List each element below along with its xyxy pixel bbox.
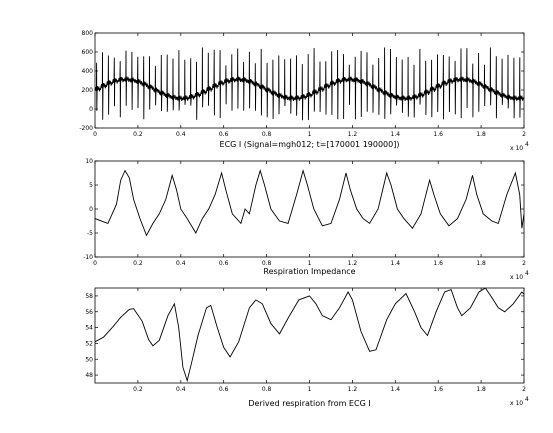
x-tick-label: 0.4 [176, 386, 186, 393]
y-tick-label: -10 [83, 254, 93, 261]
x-tick-label: 0.2 [133, 386, 143, 393]
y-tick-label: 50 [85, 356, 93, 363]
x-tick-label: 0.4 [176, 131, 186, 138]
plot-frame [94, 160, 525, 258]
x-tick-label: 1.2 [348, 131, 358, 138]
x-tick-label: 1.2 [348, 386, 358, 393]
y-tick-label: 400 [82, 68, 94, 75]
x-tick-label: 0 [93, 260, 97, 267]
series-line [95, 288, 524, 383]
x-axis-label: Respiration Impedance [263, 267, 355, 276]
x-tick-label: 1.6 [433, 131, 443, 138]
y-tick-label: 0 [89, 206, 93, 213]
x-tick-label: 1.8 [476, 131, 486, 138]
y-tick-label: 48 [85, 372, 93, 379]
x-tick-label: 0.2 [133, 260, 143, 267]
x-tick-label: 1.6 [433, 386, 443, 393]
x-tick-label: 1 [308, 131, 312, 138]
x-tick-label: 0.6 [219, 386, 229, 393]
x-tick-label: 1.2 [348, 260, 358, 267]
respiration-impedance-chart: 0 0.2 0.4 0.6 0.8 1 1.2 1.4 1.6 1.8 2 -10 -5 0 5 10 Resp… [83, 158, 529, 281]
x-tick-label: 1.6 [433, 260, 443, 267]
y-tick-label: -5 [87, 230, 93, 237]
x-tick-label: 0.8 [262, 131, 272, 138]
series-line [95, 168, 524, 237]
x-axis-multiplier-exponent: 4 [525, 270, 529, 277]
x-tick-label: 1.8 [476, 260, 486, 267]
x-tick-label: 0.4 [176, 260, 186, 267]
y-tick-label: 10 [85, 158, 93, 165]
x-tick-label: 0.2 [133, 131, 143, 138]
x-tick-label: 1.4 [391, 131, 401, 138]
x-tick-label: 1.8 [476, 386, 486, 393]
x-axis-multiplier-exponent: 4 [525, 396, 529, 403]
x-axis-multiplier: x 10 [510, 400, 523, 407]
x-tick-label: 0 [93, 131, 97, 138]
x-tick-label: 0.6 [219, 131, 229, 138]
x-tick-label: 1 [308, 386, 312, 393]
x-tick-label: 1.4 [391, 386, 401, 393]
y-tick-label: 5 [89, 182, 93, 189]
y-tick-label: 58 [85, 293, 93, 300]
x-axis-multiplier: x 10 [510, 274, 523, 281]
y-tick-label: 0 [89, 106, 93, 113]
x-tick-label: 1.4 [391, 260, 401, 267]
x-tick-label: 0.8 [262, 260, 272, 267]
x-tick-label: 2 [522, 260, 526, 267]
x-tick-label: 1 [308, 260, 312, 267]
x-axis-multiplier-exponent: 4 [525, 141, 529, 148]
y-tick-label: 200 [82, 87, 94, 94]
x-tick-label: 0.8 [262, 386, 272, 393]
x-axis-label: ECG I (Signal=mgh012; t=[170001 190000]) [220, 140, 400, 149]
y-tick-label: 54 [85, 325, 93, 332]
x-tick-label: 0.6 [219, 260, 229, 267]
y-tick-label: 52 [85, 340, 93, 347]
x-tick-label: 2 [522, 131, 526, 138]
series-line [95, 47, 524, 121]
y-tick-label: 56 [85, 309, 93, 316]
x-axis-multiplier: x 10 [510, 145, 523, 152]
derived-respiration-chart: 0.2 0.4 0.6 0.8 1 1.2 1.4 1.6 1.8 2 48 50 52 54 56 58 De… [85, 287, 529, 408]
x-tick-label: 2 [522, 386, 526, 393]
ecg-chart: 0 0.2 0.4 0.6 0.8 1 1.2 1.4 1.6 1.8 2-200020040060… [79, 30, 529, 152]
y-tick-label: 800 [82, 30, 94, 37]
x-axis-label: Derived respiration from ECG I [248, 399, 370, 408]
y-tick-label: 600 [82, 49, 94, 56]
y-tick-label: -200 [79, 125, 93, 132]
plot-frame [94, 287, 525, 384]
